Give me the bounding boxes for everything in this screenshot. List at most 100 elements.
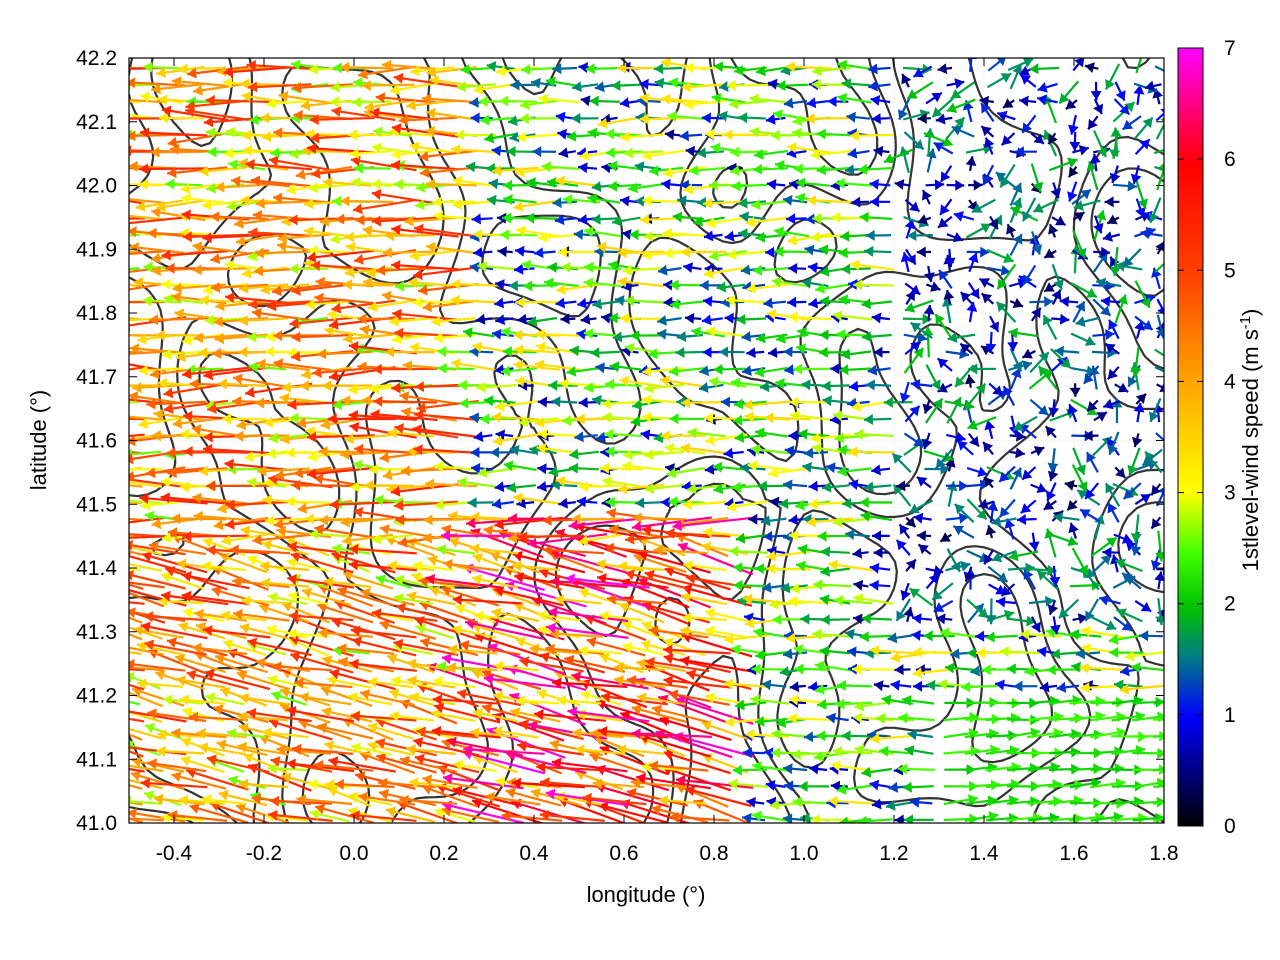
wind-vector-head [699, 279, 709, 291]
wind-vector-head [1090, 90, 1102, 101]
wind-vector-head [565, 573, 575, 585]
wind-vector-head [622, 264, 632, 276]
wind-vector-head [552, 197, 562, 209]
wind-vector [147, 761, 207, 773]
wind-vector-head [182, 531, 192, 542]
wind-vector-head [975, 630, 985, 642]
wind-vector-head [361, 395, 371, 407]
wind-vector-head [1067, 499, 1078, 511]
wind-vector-head [415, 199, 425, 211]
wind-vector [681, 633, 753, 658]
wind-vector-head [711, 93, 722, 104]
wind-vector-head [617, 247, 627, 259]
wind-vector-head [1032, 181, 1044, 193]
wind-vector [214, 655, 269, 674]
wind-vector-head [407, 675, 417, 687]
wind-vector-head [643, 230, 653, 242]
wind-vector-head [963, 571, 975, 582]
wind-vector-head [1158, 487, 1164, 494]
wind-vector-head [870, 645, 880, 657]
wind-vector-head [334, 778, 344, 790]
wind-vector-head [90, 717, 100, 727]
wind-vector-head [299, 692, 309, 703]
wind-vector-head [836, 329, 846, 340]
wind-vector-head [299, 380, 309, 392]
wind-vector-head [861, 298, 871, 310]
wind-vector-head [795, 499, 805, 511]
wind-vector-head [352, 636, 362, 648]
wind-vector-head [991, 516, 1002, 527]
wind-vector-head [1085, 488, 1096, 499]
wind-vector-head [379, 524, 390, 535]
wind-vector-head [502, 346, 512, 358]
wind-vector-head [376, 264, 386, 276]
wind-vector-head [935, 457, 946, 469]
wind-vector-head [917, 112, 927, 124]
wind-vector-head [1011, 368, 1022, 379]
wind-vector-head [861, 766, 872, 778]
wind-vector-head [181, 590, 192, 602]
wind-vector-head [793, 363, 803, 375]
wind-vector-head [1086, 405, 1098, 416]
wind-vector-head [743, 593, 753, 605]
wind-vector-head [747, 460, 758, 472]
wind-vector-head [290, 651, 301, 663]
wind-vector [129, 347, 185, 354]
wind-vector-head [549, 739, 560, 750]
wind-vector-head [494, 586, 505, 597]
wind-vector-head [228, 159, 238, 171]
wind-vector-head [599, 653, 610, 664]
wind-vector-head [210, 211, 220, 223]
wind-vector-head [1114, 746, 1124, 758]
wind-vector-head [718, 110, 728, 122]
wind-vector [516, 743, 585, 756]
wind-vector [292, 83, 353, 90]
wind-vector [665, 531, 731, 538]
wind-vector-head [910, 341, 921, 352]
wind-vector-head [265, 515, 275, 527]
wind-vector-head [904, 302, 916, 313]
wind-vector-head [955, 376, 966, 387]
wind-vector-head [512, 560, 522, 572]
wind-vector-head [171, 727, 181, 739]
wind-vector-head [551, 396, 561, 408]
wind-vector-head [148, 540, 159, 552]
wind-vector-head [153, 409, 164, 420]
wind-vector-head [346, 242, 356, 253]
wind-vector-head [810, 231, 820, 243]
wind-vector-head [544, 277, 554, 289]
wind-vector [630, 780, 687, 789]
wind-vector-head [182, 334, 192, 346]
wind-vector-head [491, 607, 502, 619]
wind-vector-head [483, 525, 494, 536]
wind-vector-head [600, 446, 610, 458]
wind-vector-head [516, 225, 526, 237]
wind-vector-head [835, 698, 845, 710]
wind-vector-head [101, 398, 110, 409]
wind-vector-head [493, 691, 504, 702]
wind-vector [147, 231, 207, 237]
wind-vector-head [1115, 90, 1126, 101]
wind-vector-head [988, 218, 998, 230]
wind-vector-head [832, 746, 843, 757]
wind-vector [1155, 122, 1164, 140]
wind-vector-head [787, 712, 797, 724]
wind-vector-head [158, 94, 168, 106]
wind-vector-head [560, 313, 570, 325]
wind-vector-head [389, 688, 400, 700]
wind-vector-head [804, 244, 815, 256]
wind-vector-head [763, 530, 773, 542]
wind-vector-head [571, 671, 582, 683]
wind-vector-head [192, 642, 202, 654]
wind-vector [247, 639, 312, 657]
wind-vector-head [861, 613, 871, 625]
wind-vector-head [867, 364, 878, 376]
wind-vector-head [100, 520, 110, 531]
wind-vector [129, 400, 141, 404]
wind-vector-head [703, 527, 713, 538]
wind-vector [589, 753, 646, 774]
wind-vector-head [904, 745, 915, 756]
wind-vector-head [492, 328, 502, 340]
wind-vector-head [680, 246, 690, 258]
wind-vector-head [800, 613, 810, 625]
